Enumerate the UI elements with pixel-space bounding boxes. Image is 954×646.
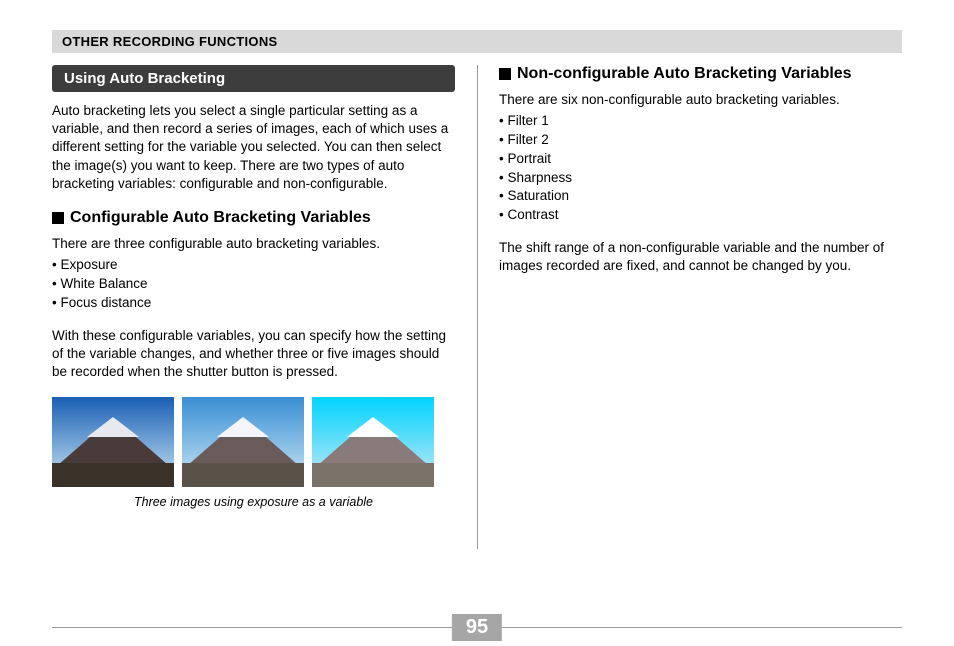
example-thumbnails — [52, 397, 455, 487]
list-item: Saturation — [499, 187, 902, 206]
thumb-ground — [52, 463, 174, 487]
nonconfig-paragraph: The shift range of a non-configurable va… — [499, 239, 902, 275]
list-item: Sharpness — [499, 169, 902, 188]
list-intro: There are six non-configurable auto brac… — [499, 91, 902, 110]
page-number: 95 — [452, 614, 502, 641]
configurable-list: There are three configurable auto bracke… — [52, 235, 455, 313]
left-column: Using Auto Bracketing Auto bracketing le… — [52, 65, 477, 509]
config-paragraph: With these configurable variables, you c… — [52, 327, 455, 382]
list-item: Portrait — [499, 150, 902, 169]
thumb-snow — [87, 417, 139, 437]
nonconfig-heading: Non-configurable Auto Bracketing Variabl… — [499, 65, 902, 83]
nonconfig-list: There are six non-configurable auto brac… — [499, 91, 902, 225]
list-item: Filter 1 — [499, 112, 902, 131]
thumb-ground — [182, 463, 304, 487]
list-item: Contrast — [499, 206, 902, 225]
square-bullet-icon — [52, 212, 64, 224]
thumb-2 — [182, 397, 304, 487]
configurable-heading: Configurable Auto Bracketing Variables — [52, 209, 455, 227]
nonconfig-heading-text: Non-configurable Auto Bracketing Variabl… — [517, 65, 852, 83]
column-divider — [477, 65, 478, 549]
content-columns: Using Auto Bracketing Auto bracketing le… — [52, 65, 902, 509]
thumb-1 — [52, 397, 174, 487]
list-item: Filter 2 — [499, 131, 902, 150]
section-header: OTHER RECORDING FUNCTIONS — [52, 30, 902, 53]
topic-pill: Using Auto Bracketing — [52, 65, 455, 92]
list-item: Exposure — [52, 256, 455, 275]
thumb-snow — [347, 417, 399, 437]
list-item: Focus distance — [52, 294, 455, 313]
square-bullet-icon — [499, 68, 511, 80]
right-column: Non-configurable Auto Bracketing Variabl… — [477, 65, 902, 509]
list-item: White Balance — [52, 275, 455, 294]
thumb-snow — [217, 417, 269, 437]
thumb-ground — [312, 463, 434, 487]
thumbs-caption: Three images using exposure as a variabl… — [52, 495, 455, 509]
page-footer: 95 — [0, 627, 954, 628]
configurable-heading-text: Configurable Auto Bracketing Variables — [70, 209, 371, 227]
thumb-3 — [312, 397, 434, 487]
intro-paragraph: Auto bracketing lets you select a single… — [52, 102, 455, 193]
list-intro: There are three configurable auto bracke… — [52, 235, 455, 254]
